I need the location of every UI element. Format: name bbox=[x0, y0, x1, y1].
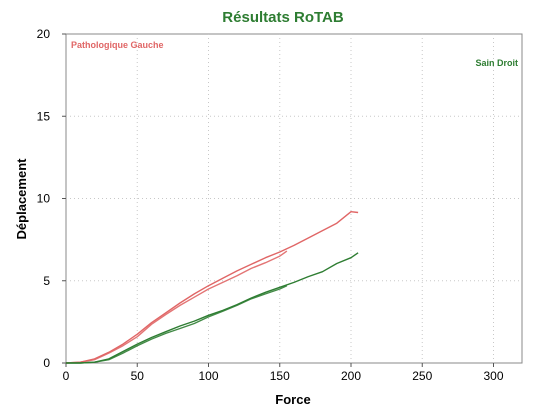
y-tick-label: 20 bbox=[37, 27, 51, 41]
series-layer bbox=[65, 211, 359, 364]
x-tick-label: 50 bbox=[131, 369, 145, 383]
y-tick-label: 15 bbox=[37, 109, 51, 123]
x-tick-label: 300 bbox=[483, 369, 503, 383]
x-tick-label: 0 bbox=[63, 369, 70, 383]
series-sain-droit-line bbox=[66, 285, 288, 364]
y-axis-label: Déplacement bbox=[14, 158, 29, 240]
y-tick-label: 0 bbox=[43, 356, 50, 370]
legend-sain-droit: Sain Droit bbox=[475, 58, 518, 68]
x-tick-label: 250 bbox=[412, 369, 432, 383]
x-tick-label: 200 bbox=[341, 369, 361, 383]
y-tick-label: 10 bbox=[37, 192, 51, 206]
legend-pathologique-gauche: Pathologique Gauche bbox=[71, 40, 164, 50]
y-tick-label: 5 bbox=[43, 274, 50, 288]
grid-lines bbox=[62, 33, 522, 367]
chart-title: Résultats RoTAB bbox=[222, 9, 344, 26]
x-tick-label: 150 bbox=[270, 369, 290, 383]
series-sain-droit-line bbox=[66, 252, 359, 364]
series-pathologique-gauche-line bbox=[65, 250, 288, 364]
x-axis-label: Force bbox=[275, 392, 310, 407]
x-tick-label: 100 bbox=[198, 369, 218, 383]
series-pathologique-gauche-line bbox=[65, 211, 359, 364]
tick-labels: 0 50 100 150 200 250 300 0 5 10 15 20 bbox=[37, 27, 504, 383]
